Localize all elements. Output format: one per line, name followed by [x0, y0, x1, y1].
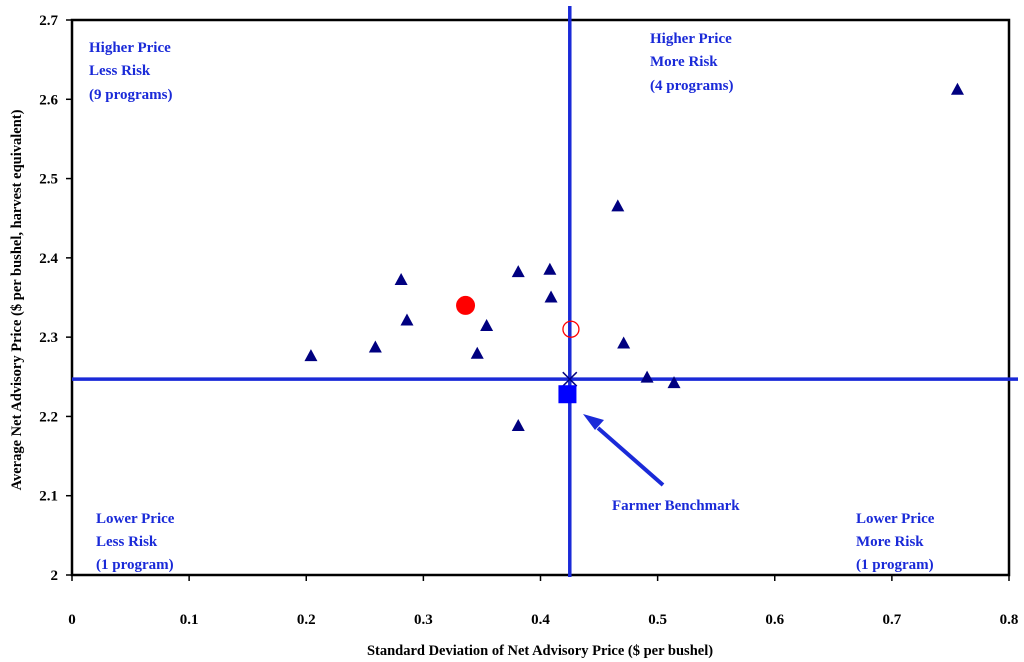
y-axis-ticks: 2 2.1 2.2 2.3 2.4 2.5 2.6 2.7: [39, 13, 72, 584]
quadrant-label-line: Lower Price: [96, 511, 175, 527]
quadrant-label-line: Higher Price: [89, 40, 171, 56]
x-tick-label: 0.3: [414, 612, 433, 628]
triangle-point: [394, 273, 408, 286]
x-tick-label: 0.2: [297, 612, 316, 628]
data-points: [304, 82, 964, 431]
plot-frame: [70, 18, 1011, 577]
quadrant-bottom-left: Lower Price Less Risk (1 program): [96, 511, 175, 573]
x-tick-label: 0.4: [531, 612, 550, 628]
quadrant-label-line: (9 programs): [89, 87, 172, 103]
x-tick-label: 0: [68, 612, 76, 628]
quadrant-top-right: Higher Price More Risk (4 programs): [650, 31, 733, 94]
triangle-point: [304, 349, 318, 362]
benchmark-arrow: [583, 414, 665, 487]
x-tick-label: 0.1: [180, 612, 199, 628]
filled-circle-point: [456, 295, 476, 315]
triangle-point: [544, 290, 558, 303]
square-point: [558, 385, 577, 404]
triangle-point: [480, 319, 494, 332]
x-tick-label: 0.8: [1000, 612, 1019, 628]
triangle-point: [470, 346, 484, 359]
quadrant-label-line: Less Risk: [89, 63, 151, 79]
triangle-point: [400, 313, 414, 326]
triangle-point: [667, 376, 681, 389]
y-tick-label: 2.3: [39, 330, 58, 346]
quadrant-label-line: (4 programs): [650, 78, 733, 94]
quadrant-label-line: Lower Price: [856, 511, 935, 527]
triangle-point: [950, 82, 964, 95]
quadrant-label-line: Higher Price: [650, 31, 732, 47]
inner-plot-border: [71, 19, 1010, 576]
x-tick-label: 0.5: [648, 612, 667, 628]
triangle-point: [617, 336, 631, 349]
quadrant-top-left: Higher Price Less Risk (9 programs): [89, 40, 172, 103]
quadrant-label-line: (1 program): [856, 557, 934, 573]
quadrant-label-line: Less Risk: [96, 534, 158, 550]
quadrant-label-line: More Risk: [650, 54, 718, 70]
x-tick-label: 0.6: [765, 612, 784, 628]
quadrant-label-line: (1 program): [96, 557, 174, 573]
reference-lines: [72, 6, 1018, 577]
farmer-benchmark-label: Farmer Benchmark: [612, 498, 740, 514]
cross-point: [562, 371, 578, 387]
quadrant-label-line: More Risk: [856, 534, 924, 550]
y-tick-label: 2.4: [39, 251, 58, 267]
open-circle-point: [562, 320, 580, 338]
x-axis-ticks: 0 0.1 0.2 0.3 0.4 0.5 0.6 0.7 0.8: [68, 575, 1018, 628]
quadrant-bottom-right: Lower Price More Risk (1 program): [856, 511, 935, 573]
y-axis-title: Average Net Advisory Price ($ per bushel…: [9, 109, 25, 490]
y-tick-label: 2.1: [39, 489, 58, 505]
x-axis-title: Standard Deviation of Net Advisory Price…: [367, 643, 713, 659]
triangle-point: [511, 265, 525, 278]
y-tick-label: 2.6: [39, 92, 58, 108]
triangle-point: [640, 370, 654, 383]
triangle-point: [611, 199, 625, 212]
y-tick-label: 2: [51, 568, 59, 584]
triangle-point: [543, 262, 557, 275]
triangle-point: [368, 340, 382, 353]
y-tick-label: 2.2: [39, 409, 58, 425]
y-tick-label: 2.5: [39, 172, 58, 188]
y-tick-label: 2.7: [39, 13, 58, 29]
x-tick-label: 0.7: [883, 612, 902, 628]
triangle-point: [511, 418, 525, 431]
